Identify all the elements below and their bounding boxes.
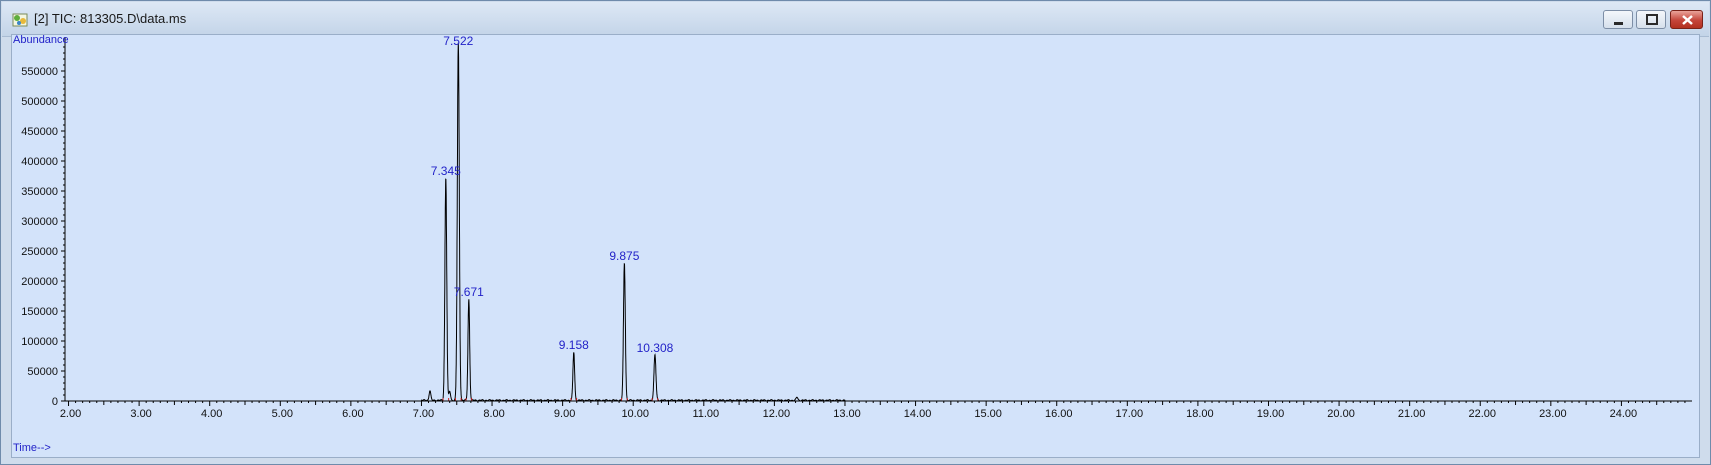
- x-tick-label: 15.00: [974, 408, 1002, 420]
- x-tick-label: 3.00: [130, 408, 151, 420]
- chromatogram-app-icon: [12, 13, 28, 27]
- close-icon: [1682, 15, 1693, 25]
- x-tick-label: 2.00: [60, 408, 81, 420]
- y-tick-label: 50000: [27, 366, 58, 378]
- x-tick-label: 22.00: [1468, 408, 1496, 420]
- y-tick-label: 150000: [21, 306, 58, 318]
- maximize-icon: [1646, 14, 1658, 25]
- y-tick-label: 300000: [21, 216, 58, 228]
- x-tick-label: 17.00: [1116, 408, 1144, 420]
- x-tick-label: 14.00: [904, 408, 932, 420]
- x-tick-label: 6.00: [342, 408, 363, 420]
- x-tick-label: 11.00: [692, 408, 719, 420]
- y-tick-label: 250000: [21, 246, 58, 258]
- close-button[interactable]: [1670, 10, 1703, 29]
- tic-trace: [65, 42, 1692, 402]
- plot-area[interactable]: 0 50000 100000 150000 200000 250000 300000 3500…: [11, 34, 1700, 458]
- window-title: [2] TIC: 813305.D\data.ms: [34, 11, 187, 26]
- maximize-button[interactable]: [1636, 10, 1666, 29]
- y-tick-label: 450000: [21, 126, 58, 138]
- y-tick-label: 500000: [21, 96, 58, 108]
- x-tick-label: 24.00: [1610, 408, 1638, 420]
- peak-label: 10.308: [637, 341, 674, 355]
- x-tick-label: 12.00: [763, 408, 791, 420]
- x-tick-label: 23.00: [1539, 408, 1567, 420]
- peak-label: 7.671: [454, 285, 484, 299]
- y-tick-label: 200000: [21, 276, 58, 288]
- title-bar[interactable]: [2] TIC: 813305.D\data.ms: [2, 2, 1709, 37]
- y-tick-label: 400000: [21, 156, 58, 168]
- x-tick-label: 4.00: [201, 408, 222, 420]
- x-axis-label: Time-->: [13, 442, 51, 454]
- x-tick-label: 10.00: [621, 408, 649, 420]
- peak-label: 9.158: [559, 338, 589, 352]
- x-tick-label: 13.00: [833, 408, 861, 420]
- peak-label: 9.875: [609, 249, 639, 263]
- y-tick-label: 350000: [21, 186, 58, 198]
- x-tick-label: 18.00: [1186, 408, 1214, 420]
- y-tick-label: 550000: [21, 66, 58, 78]
- x-tick-label: 19.00: [1257, 408, 1285, 420]
- minimize-button[interactable]: [1603, 10, 1633, 29]
- peak-label: 7.345: [431, 164, 461, 178]
- chromatogram-chart: 0 50000 100000 150000 200000 250000 300000 3500…: [13, 35, 1692, 454]
- minimize-icon: [1614, 22, 1623, 25]
- y-tick-label: 0: [52, 396, 58, 408]
- x-tick-label: 16.00: [1045, 408, 1073, 420]
- x-tick-label: 8.00: [483, 408, 504, 420]
- x-tick-label: 20.00: [1327, 408, 1355, 420]
- peak-label: 7.522: [443, 35, 473, 48]
- y-axis-label: Abundance: [13, 35, 69, 46]
- x-tick-label: 9.00: [554, 408, 575, 420]
- y-tick-label: 100000: [21, 336, 58, 348]
- x-tick-label: 21.00: [1398, 408, 1426, 420]
- x-tick-label: 5.00: [272, 408, 293, 420]
- x-tick-label: 7.00: [413, 408, 434, 420]
